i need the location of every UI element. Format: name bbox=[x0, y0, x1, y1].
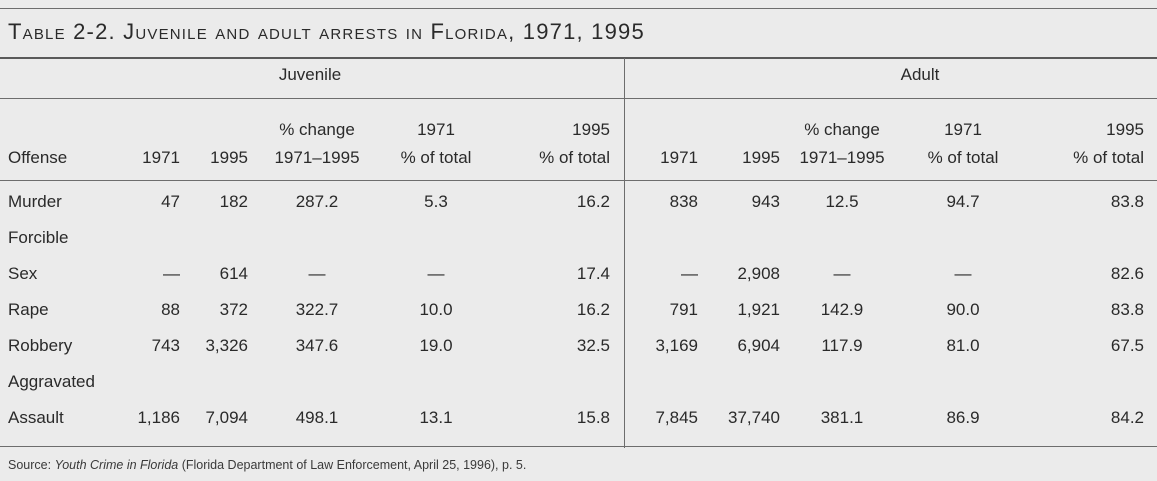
cell-juv-share-1971: 10.0 bbox=[419, 300, 453, 319]
cell-adult-share-1995: 83.8 bbox=[1110, 300, 1144, 319]
cell-adult-share-1971: 86.9 bbox=[946, 408, 980, 427]
cell-juv-pct-change: 322.7 bbox=[295, 300, 339, 319]
header-juv-share1971-year: 1971 bbox=[417, 120, 455, 139]
cell-juv-share-1971: 5.3 bbox=[424, 192, 448, 211]
cell-juv-share-1995: 15.8 bbox=[576, 408, 610, 427]
header-adult-share1995-label: % of total bbox=[1073, 148, 1144, 167]
cell-adult-1971: 838 bbox=[669, 192, 698, 211]
cell-adult-1971: 3,169 bbox=[655, 336, 698, 355]
cell-adult-pct-change: 142.9 bbox=[820, 300, 864, 319]
source-details: (Florida Department of Law Enforcement, … bbox=[178, 458, 527, 472]
header-adult-pct-change: % change bbox=[804, 120, 880, 139]
juvenile-group-header: Juvenile bbox=[278, 65, 342, 84]
table-title: Table 2-2. Juvenile and adult arrests in… bbox=[8, 19, 645, 45]
header-adult-1995: 1995 bbox=[742, 148, 780, 167]
cell-juv-share-1971: 13.1 bbox=[419, 408, 453, 427]
header-offense: Offense bbox=[8, 148, 68, 167]
cell-adult-share-1971: — bbox=[954, 264, 972, 283]
cell-adult-1971: 791 bbox=[669, 300, 698, 319]
header-adult-share1995-year: 1995 bbox=[1106, 120, 1144, 139]
row-offense-label: Aggravated bbox=[8, 372, 95, 391]
row-offense-label: Assault bbox=[8, 408, 64, 427]
top-rule bbox=[0, 8, 1157, 9]
row-offense-label: Rape bbox=[8, 300, 49, 319]
cell-adult-share-1995: 84.2 bbox=[1110, 408, 1144, 427]
header-juv-share1971-label: % of total bbox=[400, 148, 472, 167]
bottom-rule bbox=[0, 446, 1157, 447]
cell-juv-1971: 47 bbox=[161, 192, 180, 211]
cell-juv-1971: — bbox=[163, 264, 180, 283]
row-offense-label: Sex bbox=[8, 264, 38, 283]
cell-juv-pct-change: 347.6 bbox=[295, 336, 339, 355]
header-juv-share1995-label: % of total bbox=[539, 148, 610, 167]
cell-juv-1971: 1,186 bbox=[137, 408, 180, 427]
cell-juv-1995: 372 bbox=[219, 300, 248, 319]
cell-adult-pct-change: 381.1 bbox=[820, 408, 864, 427]
header-rule bbox=[0, 180, 1157, 181]
cell-juv-share-1971: — bbox=[427, 264, 445, 283]
cell-juv-share-1995: 32.5 bbox=[576, 336, 610, 355]
cell-juv-1971: 88 bbox=[161, 300, 180, 319]
cell-juv-share-1995: 17.4 bbox=[576, 264, 610, 283]
row-offense-label: Forcible bbox=[8, 228, 69, 247]
cell-juv-1995: 3,326 bbox=[205, 336, 248, 355]
cell-juv-pct-change: 287.2 bbox=[295, 192, 339, 211]
cell-adult-pct-change: 117.9 bbox=[821, 336, 863, 355]
cell-juv-pct-change: 498.1 bbox=[295, 408, 339, 427]
header-juv-pct-change-years: 1971–1995 bbox=[274, 148, 360, 167]
cell-juv-1995: 182 bbox=[219, 192, 248, 211]
cell-juv-1995: 614 bbox=[219, 264, 248, 283]
cell-adult-1995: 6,904 bbox=[737, 336, 780, 355]
cell-juv-share-1971: 19.0 bbox=[419, 336, 453, 355]
cell-juv-share-1995: 16.2 bbox=[576, 192, 610, 211]
source-work-title: Youth Crime in Florida bbox=[54, 458, 179, 472]
header-juv-1995: 1995 bbox=[210, 148, 248, 167]
group-divider bbox=[624, 58, 625, 448]
table-title-years: 1971, 1995 bbox=[522, 19, 645, 44]
cell-adult-share-1995: 82.6 bbox=[1110, 264, 1144, 283]
cell-adult-1971: — bbox=[681, 264, 698, 283]
cell-adult-1971: 7,845 bbox=[655, 408, 698, 427]
table-title-text: Table 2-2. Juvenile and adult arrests in… bbox=[8, 19, 523, 44]
cell-adult-share-1995: 83.8 bbox=[1110, 192, 1144, 211]
group-rule bbox=[0, 98, 1157, 99]
cell-adult-share-1971: 90.0 bbox=[946, 300, 980, 319]
cell-juv-1971: 743 bbox=[151, 336, 180, 355]
row-offense-label: Murder bbox=[8, 192, 62, 211]
cell-adult-1995: 2,908 bbox=[737, 264, 780, 283]
header-juv-pct-change: % change bbox=[279, 120, 355, 139]
cell-juv-1995: 7,094 bbox=[205, 408, 248, 427]
header-adult-share1971-year: 1971 bbox=[944, 120, 982, 139]
cell-juv-pct-change: — bbox=[308, 264, 326, 283]
cell-adult-pct-change: 12.5 bbox=[825, 192, 859, 211]
header-adult-share1971-label: % of total bbox=[927, 148, 999, 167]
title-rule bbox=[0, 57, 1157, 59]
cell-adult-1995: 37,740 bbox=[728, 408, 780, 427]
cell-adult-share-1971: 94.7 bbox=[946, 192, 980, 211]
header-adult-1971: 1971 bbox=[660, 148, 698, 167]
cell-juv-share-1995: 16.2 bbox=[576, 300, 610, 319]
source-note: Source: Youth Crime in Florida (Florida … bbox=[8, 458, 526, 472]
header-juv-share1995-year: 1995 bbox=[572, 120, 610, 139]
cell-adult-1995: 1,921 bbox=[737, 300, 780, 319]
cell-adult-pct-change: — bbox=[833, 264, 851, 283]
adult-group-header: Adult bbox=[900, 65, 940, 84]
header-adult-pct-change-years: 1971–1995 bbox=[799, 148, 885, 167]
cell-adult-share-1971: 81.0 bbox=[946, 336, 980, 355]
row-offense-label: Robbery bbox=[8, 336, 73, 355]
cell-adult-share-1995: 67.5 bbox=[1110, 336, 1144, 355]
cell-adult-1995: 943 bbox=[751, 192, 780, 211]
source-label: Source: bbox=[8, 458, 55, 472]
header-juv-1971: 1971 bbox=[142, 148, 180, 167]
